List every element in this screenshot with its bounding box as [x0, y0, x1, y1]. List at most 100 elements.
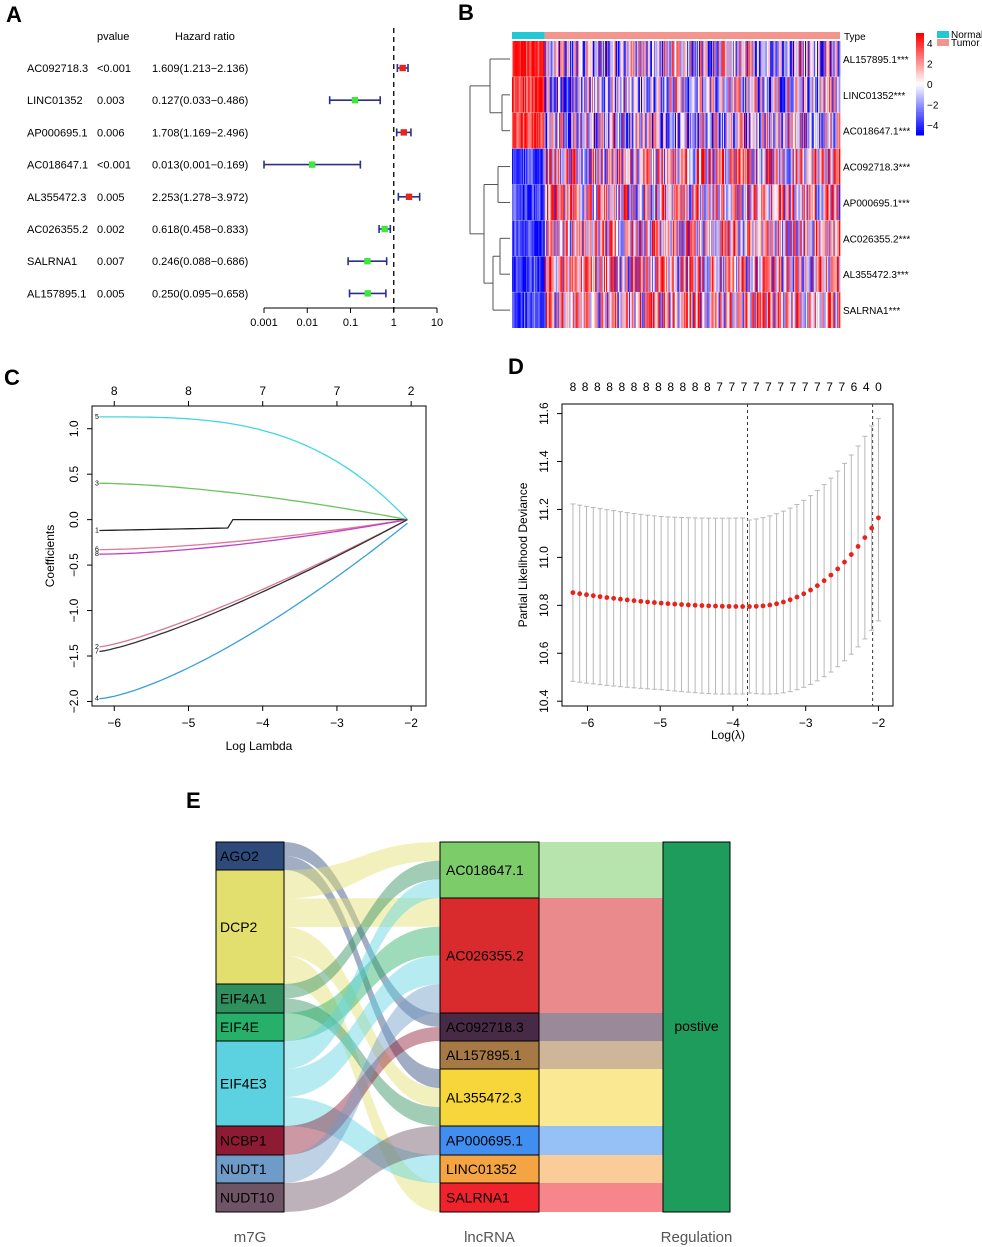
heatmap-cell [616, 256, 619, 293]
heatmap-cell [826, 148, 829, 185]
heatmap-cell [646, 256, 648, 293]
heatmap-cell [836, 256, 839, 293]
heatmap-cell [680, 112, 682, 149]
heatmap-cell [669, 41, 671, 77]
heatmap-cell [531, 184, 534, 221]
heatmap-cell [544, 256, 547, 293]
heatmap-cell [583, 184, 585, 221]
heatmap-cell [621, 76, 623, 113]
heatmap-cell [704, 148, 706, 185]
deviance-point [631, 598, 637, 604]
sankey-flow [284, 998, 440, 1126]
heatmap-cell [513, 41, 515, 77]
heatmap-cell [517, 148, 519, 185]
heatmap-cell [692, 148, 694, 185]
heatmap-cell [630, 148, 632, 185]
heatmap-cell [631, 41, 633, 77]
heatmap-cell [542, 76, 545, 113]
heatmap-cell [647, 41, 650, 77]
heatmap-cell [805, 292, 807, 328]
heatmap-cell [665, 112, 667, 149]
heatmap-cell [679, 112, 681, 149]
heatmap-cell [626, 148, 629, 185]
heatmap-cell [524, 148, 526, 185]
sankey-flow [284, 1027, 440, 1155]
heatmap-cell [813, 148, 816, 185]
heatmap-cell [633, 76, 635, 113]
heatmap-cell [541, 184, 543, 221]
heatmap-cell [588, 41, 590, 77]
heatmap-cell [644, 292, 646, 328]
heatmap-cell [517, 184, 519, 221]
heatmap-cell [543, 112, 546, 149]
heatmap-cell [514, 41, 516, 77]
lncrna-node [439, 1125, 540, 1156]
heatmap-cell [670, 184, 672, 221]
heatmap-cell [646, 220, 648, 257]
heatmap-cell [623, 76, 625, 113]
heatmap-cell [533, 148, 536, 185]
heatmap-cell [521, 256, 524, 293]
heatmap-cell [684, 292, 687, 328]
heatmap-cell [666, 256, 668, 293]
heatmap-cell [787, 148, 789, 185]
heatmap-cell [743, 148, 746, 185]
heatmap-cell [729, 148, 732, 185]
heatmap-cell [721, 292, 724, 328]
deviance-point [645, 599, 650, 605]
path-label: 8 [95, 551, 99, 558]
heatmap-cell [720, 41, 723, 77]
heatmap-cell [655, 292, 657, 328]
heatmap-cell [683, 292, 686, 328]
heatmap-cell [512, 292, 514, 328]
heatmap-cell [585, 292, 587, 328]
heatmap-cell [628, 292, 631, 328]
heatmap-cell [615, 112, 618, 149]
heatmap-cell [693, 76, 695, 113]
heatmap-cell [532, 112, 535, 149]
heatmap-cell [607, 256, 609, 293]
heatmap-cell [707, 184, 710, 221]
deviance-point [767, 602, 773, 608]
heatmap-cell [650, 184, 653, 221]
heatmap-cell [625, 292, 628, 328]
heatmap-cell [587, 184, 589, 221]
heatmap-cell [740, 292, 742, 328]
heatmap-cell [724, 41, 726, 77]
heatmap-cell [648, 256, 651, 293]
heatmap-cell [565, 112, 568, 149]
heatmap-cell [826, 220, 829, 257]
heatmap-cell [705, 184, 707, 221]
heatmap-cell [685, 148, 688, 185]
top-tick-label: 7 [259, 384, 266, 398]
heatmap-cell [784, 256, 786, 293]
heatmap-cell [677, 220, 679, 257]
heatmap-cell [538, 148, 540, 185]
heatmap-cell [534, 112, 537, 149]
heatmap-cell [786, 148, 788, 185]
heatmap-row-label: AC092718.3*** [843, 163, 910, 174]
heatmap-cell [665, 76, 667, 113]
heatmap-cell [594, 292, 596, 328]
x-tick-label: 1 [391, 317, 397, 329]
heatmap-cell [533, 256, 536, 293]
heatmap-cell [744, 41, 747, 77]
heatmap-cell [720, 112, 723, 149]
hazard-ratio-point [308, 161, 316, 168]
heatmap-cell [520, 41, 523, 77]
heatmap-cell [719, 292, 722, 328]
deviance-point [855, 544, 861, 549]
heatmap-cell [613, 220, 616, 257]
heatmap-cell [720, 292, 723, 328]
heatmap-cell [744, 256, 747, 293]
heatmap-cell [651, 112, 654, 149]
heatmap-cell [616, 220, 619, 257]
heatmap-cell [668, 256, 670, 293]
heatmap-cell [825, 256, 828, 293]
heatmap-cell [656, 184, 658, 221]
heatmap-cell [704, 76, 706, 113]
heatmap-cell [591, 292, 594, 328]
heatmap-cell [645, 220, 647, 257]
heatmap-cell [556, 112, 559, 149]
heatmap-cell [638, 184, 641, 221]
